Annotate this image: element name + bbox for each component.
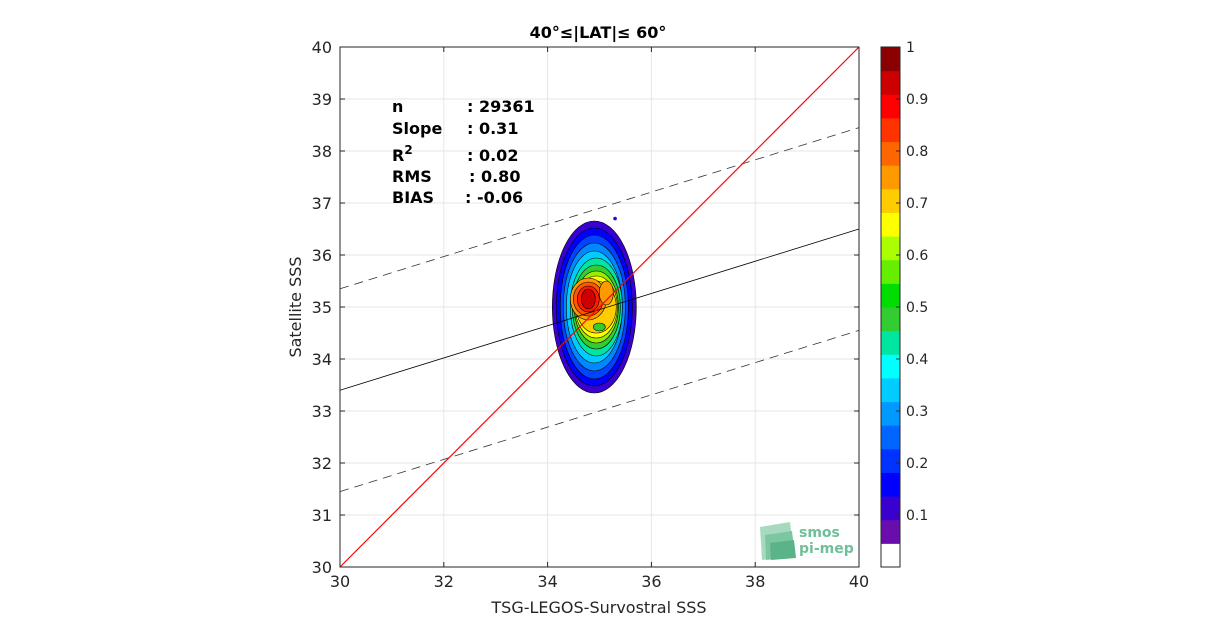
density-contour bbox=[593, 322, 606, 332]
colorbar-segment bbox=[881, 425, 900, 450]
colorbar-segment bbox=[881, 117, 900, 143]
colorbar-segment bbox=[881, 496, 900, 521]
logo-line2: pi-mep bbox=[799, 541, 854, 557]
colorbar-segment bbox=[881, 94, 900, 119]
colorbar-segment bbox=[881, 259, 900, 284]
y-tick-label: 38 bbox=[312, 142, 332, 161]
colorbar-segment bbox=[881, 519, 900, 544]
y-tick-label: 40 bbox=[312, 38, 332, 57]
colorbar-segment bbox=[881, 307, 900, 332]
density-contour bbox=[599, 280, 614, 306]
stat-value: : 0.80 bbox=[469, 167, 520, 186]
colorbar-tick-label: 0.6 bbox=[906, 248, 928, 264]
colorbar-tick-label: 0.2 bbox=[906, 456, 928, 472]
x-tick-label: 38 bbox=[745, 572, 765, 591]
stat-value: : -0.06 bbox=[465, 188, 523, 207]
y-tick-label: 35 bbox=[312, 298, 332, 317]
colorbar-segment bbox=[881, 448, 900, 473]
regression-lines bbox=[339, 46, 860, 568]
colorbar-tick-label: 0.1 bbox=[906, 508, 928, 524]
y-tick-label: 36 bbox=[312, 246, 332, 265]
stat-label: BIAS bbox=[392, 188, 434, 207]
y-tick-label: 31 bbox=[312, 506, 332, 525]
y-tick-label: 30 bbox=[312, 558, 332, 577]
colorbar-segment bbox=[881, 354, 900, 379]
chart-title: 40°≤|LAT|≤ 60° bbox=[530, 23, 667, 43]
fit-line bbox=[339, 228, 860, 391]
logo-mark bbox=[760, 522, 796, 560]
stat-label: RMS bbox=[392, 167, 432, 186]
colorbar-tick-label: 0.5 bbox=[906, 300, 928, 316]
colorbar-segment bbox=[881, 472, 900, 497]
colorbar-segment bbox=[881, 377, 900, 403]
colorbar-segment bbox=[881, 543, 900, 568]
axes: 30 32 34 36 38 40 30 31 32 33 34 35 36 37 38 39 40 bbox=[312, 38, 870, 591]
colorbar-segment bbox=[881, 188, 900, 213]
x-axis-label: TSG-LEGOS-Survostral SSS bbox=[490, 598, 706, 617]
x-tick-label: 30 bbox=[330, 572, 350, 591]
colorbar-segment bbox=[881, 212, 900, 237]
colorbar-segment bbox=[881, 141, 900, 166]
smos-pimep-logo: smos pi-mep bbox=[760, 522, 854, 560]
colorbar-tick-label: 1 bbox=[906, 40, 915, 56]
fit-lower-line bbox=[339, 330, 860, 492]
stat-value: : 0.02 bbox=[467, 146, 518, 165]
y-tick-label: 33 bbox=[312, 402, 332, 421]
colorbar: 0.1 0.2 0.3 0.4 0.5 0.6 0.7 0.8 0.9 1 bbox=[880, 40, 928, 568]
colorbar-segment bbox=[881, 47, 900, 72]
fit-upper-line bbox=[339, 127, 860, 290]
y-tick-label: 32 bbox=[312, 454, 332, 473]
x-tick-label: 40 bbox=[849, 572, 869, 591]
stat-label: Slope bbox=[392, 119, 442, 138]
colorbar-segment bbox=[881, 165, 900, 190]
colorbar-segment bbox=[881, 330, 900, 355]
x-tick-label: 36 bbox=[641, 572, 661, 591]
colorbar-tick-label: 0.8 bbox=[906, 144, 928, 160]
colorbar-segment bbox=[881, 283, 900, 308]
stat-label: n bbox=[392, 97, 403, 116]
colorbar-tick-label: 0.7 bbox=[906, 196, 928, 212]
colorbar-tick-label: 0.9 bbox=[906, 92, 928, 108]
density-contour bbox=[581, 288, 596, 310]
outlier-point bbox=[613, 216, 617, 221]
y-axis-label: Satellite SSS bbox=[286, 256, 305, 357]
y-tick-label: 39 bbox=[312, 90, 332, 109]
stat-value: : 0.31 bbox=[467, 119, 518, 138]
logo-line1: smos bbox=[799, 525, 840, 541]
colorbar-segment bbox=[881, 236, 900, 261]
y-tick-label: 37 bbox=[312, 194, 332, 213]
x-tick-label: 32 bbox=[434, 572, 454, 591]
x-tick-label: 34 bbox=[537, 572, 557, 591]
y-tick-label: 34 bbox=[312, 350, 332, 369]
density-contours bbox=[552, 216, 637, 394]
identity-line bbox=[339, 46, 860, 568]
colorbar-tick-label: 0.4 bbox=[906, 352, 928, 368]
colorbar-segment bbox=[881, 70, 900, 95]
colorbar-tick-label: 0.3 bbox=[906, 404, 928, 420]
stat-label-superscript: 2 bbox=[404, 143, 412, 157]
stat-value: : 29361 bbox=[467, 97, 535, 116]
colorbar-segment bbox=[881, 401, 900, 426]
